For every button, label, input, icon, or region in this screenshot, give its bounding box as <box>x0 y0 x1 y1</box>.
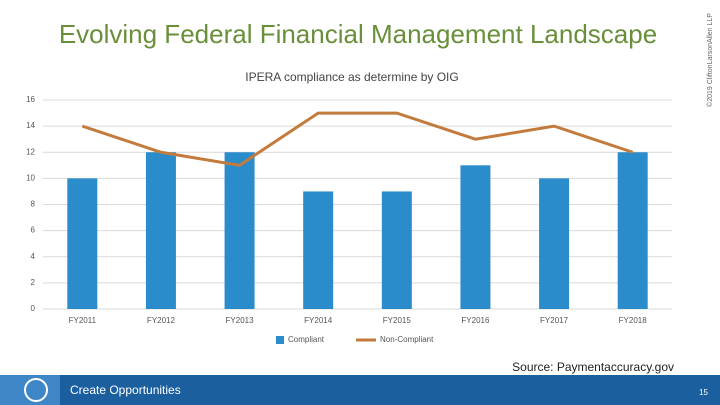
y-tick-label: 16 <box>26 95 35 104</box>
bar <box>67 178 98 309</box>
page-number: 15 <box>699 388 708 397</box>
bar <box>303 191 334 309</box>
bar <box>145 152 176 309</box>
x-tick-label: FY2016 <box>461 316 490 325</box>
y-tick-label: 12 <box>26 147 35 156</box>
legend-label: Compliant <box>288 335 325 344</box>
x-tick-label: FY2015 <box>383 316 412 325</box>
legend-label: Non-Compliant <box>380 335 434 344</box>
bar <box>381 191 412 309</box>
line <box>81 111 634 167</box>
y-tick-label: 14 <box>26 121 35 130</box>
chart-title: IPERA compliance as determine by OIG <box>245 70 458 84</box>
legend-swatch <box>276 336 284 344</box>
x-tick-label: FY2014 <box>304 316 333 325</box>
bar <box>539 178 570 309</box>
x-tick-label: FY2018 <box>619 316 648 325</box>
x-tick-label: FY2013 <box>226 316 255 325</box>
source: Source: Paymentaccuracy.gov <box>512 360 674 374</box>
y-tick-label: 10 <box>26 173 35 182</box>
y-tick-label: 6 <box>31 226 36 235</box>
footer-bar <box>0 375 720 405</box>
y-tick-label: 4 <box>31 252 36 261</box>
bar <box>617 152 648 309</box>
footer-logo-bg <box>0 375 60 405</box>
y-tick-label: 2 <box>31 278 36 287</box>
x-tick-label: FY2017 <box>540 316 569 325</box>
bar <box>224 152 255 309</box>
bar <box>460 165 491 309</box>
slide-title: Evolving Federal Financial Management La… <box>59 19 657 49</box>
footer-logo <box>24 378 48 402</box>
y-tick-label: 0 <box>31 304 36 313</box>
copyright: ©2019 CliftonLarsonAllen LLP <box>706 13 714 107</box>
y-tick-label: 8 <box>31 200 36 209</box>
plot: 0 2 4 6 8 10 12 14 16 FY2011 FY2012 FY2013 FY2014 FY2… <box>26 95 672 344</box>
x-tick-label: FY2012 <box>147 316 176 325</box>
footer-text: Create Opportunities <box>70 383 181 397</box>
x-tick-label: FY2011 <box>69 316 97 325</box>
